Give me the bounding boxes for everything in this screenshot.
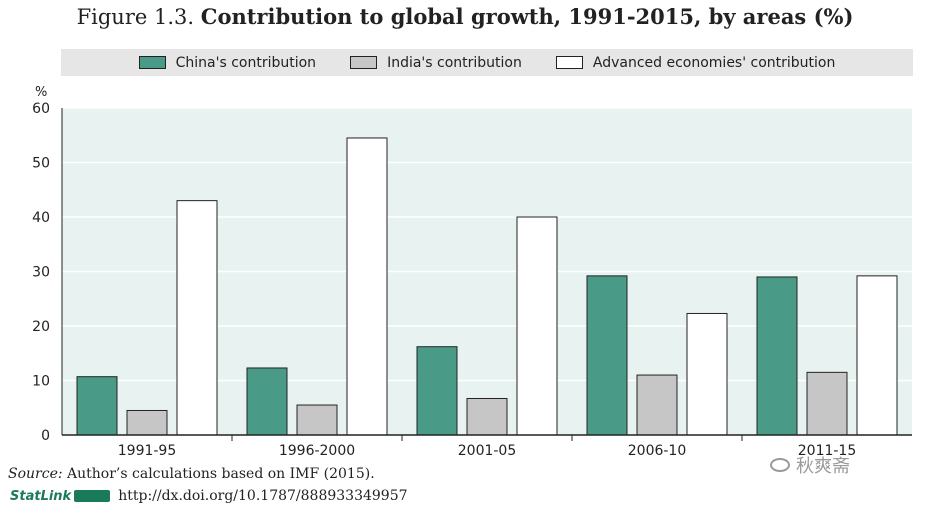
statlink-logo: StatLink bbox=[10, 488, 111, 504]
legend-swatch-advanced bbox=[555, 56, 583, 69]
statlink: StatLink http://dx.doi.org/10.1787/88893… bbox=[10, 488, 408, 504]
wechat-icon bbox=[770, 458, 790, 472]
figure-number: Figure 1.3. bbox=[76, 5, 195, 29]
figure-title: Contribution to global growth, 1991-2015… bbox=[200, 4, 854, 29]
legend-label-india: India's contribution bbox=[387, 54, 522, 71]
legend-item-india: India's contribution bbox=[350, 55, 522, 71]
watermark-text: 秋爽斋 bbox=[796, 456, 850, 477]
bars bbox=[76, 137, 898, 436]
y-tick-label: 0 bbox=[41, 428, 50, 444]
statlink-label: StatLink bbox=[10, 488, 72, 504]
bar bbox=[416, 346, 458, 436]
y-axis-label: % bbox=[35, 85, 47, 100]
bar bbox=[76, 376, 118, 436]
bar bbox=[346, 137, 388, 436]
bar bbox=[296, 404, 338, 436]
bar bbox=[856, 275, 898, 436]
bar bbox=[176, 200, 218, 436]
x-tick-label: 1991-95 bbox=[118, 443, 177, 459]
legend: China's contribution India's contributio… bbox=[61, 49, 913, 76]
legend-swatch-india bbox=[350, 56, 378, 69]
x-tick-label: 2001-05 bbox=[458, 443, 517, 459]
source-label: Source: bbox=[8, 466, 63, 482]
chart-title: Figure 1.3. Contribution to global growt… bbox=[0, 4, 930, 29]
statlink-mark-icon bbox=[74, 490, 111, 502]
x-tick-label: 1996-2000 bbox=[279, 443, 355, 459]
bar bbox=[806, 371, 848, 436]
axes: 0 10 20 30 40 50 60 1991-95 1996-2000 2001-05 2006… bbox=[32, 101, 912, 459]
legend-swatch-china bbox=[138, 56, 166, 69]
bar bbox=[686, 312, 728, 436]
bar bbox=[126, 409, 168, 436]
legend-label-china: China's contribution bbox=[175, 54, 317, 71]
y-tick-label: 50 bbox=[32, 156, 50, 172]
statlink-url[interactable]: http://dx.doi.org/10.1787/888933349957 bbox=[118, 488, 408, 504]
y-tick-label: 30 bbox=[32, 265, 50, 281]
legend-label-advanced: Advanced economies' contribution bbox=[592, 54, 836, 71]
source-text: Author’s calculations based on IMF (2015… bbox=[67, 466, 375, 482]
legend-item-china: China's contribution bbox=[138, 54, 317, 71]
x-tick-label: 2006-10 bbox=[628, 443, 687, 459]
bar bbox=[636, 374, 678, 436]
bar bbox=[466, 397, 508, 436]
watermark: 秋爽斋 bbox=[770, 452, 850, 478]
y-tick-label: 10 bbox=[32, 374, 50, 390]
source-note: Source: Author’s calculations based on I… bbox=[8, 466, 375, 482]
y-tick-label: 20 bbox=[32, 319, 50, 335]
bar bbox=[516, 216, 558, 436]
y-tick-label: 60 bbox=[32, 101, 50, 117]
legend-item-advanced: Advanced economies' contribution bbox=[555, 54, 836, 71]
x-tick-label: 2011-15 bbox=[798, 443, 857, 459]
y-tick-label: 40 bbox=[32, 210, 50, 226]
bar bbox=[756, 276, 798, 436]
bar bbox=[246, 367, 288, 436]
bar bbox=[586, 275, 628, 436]
